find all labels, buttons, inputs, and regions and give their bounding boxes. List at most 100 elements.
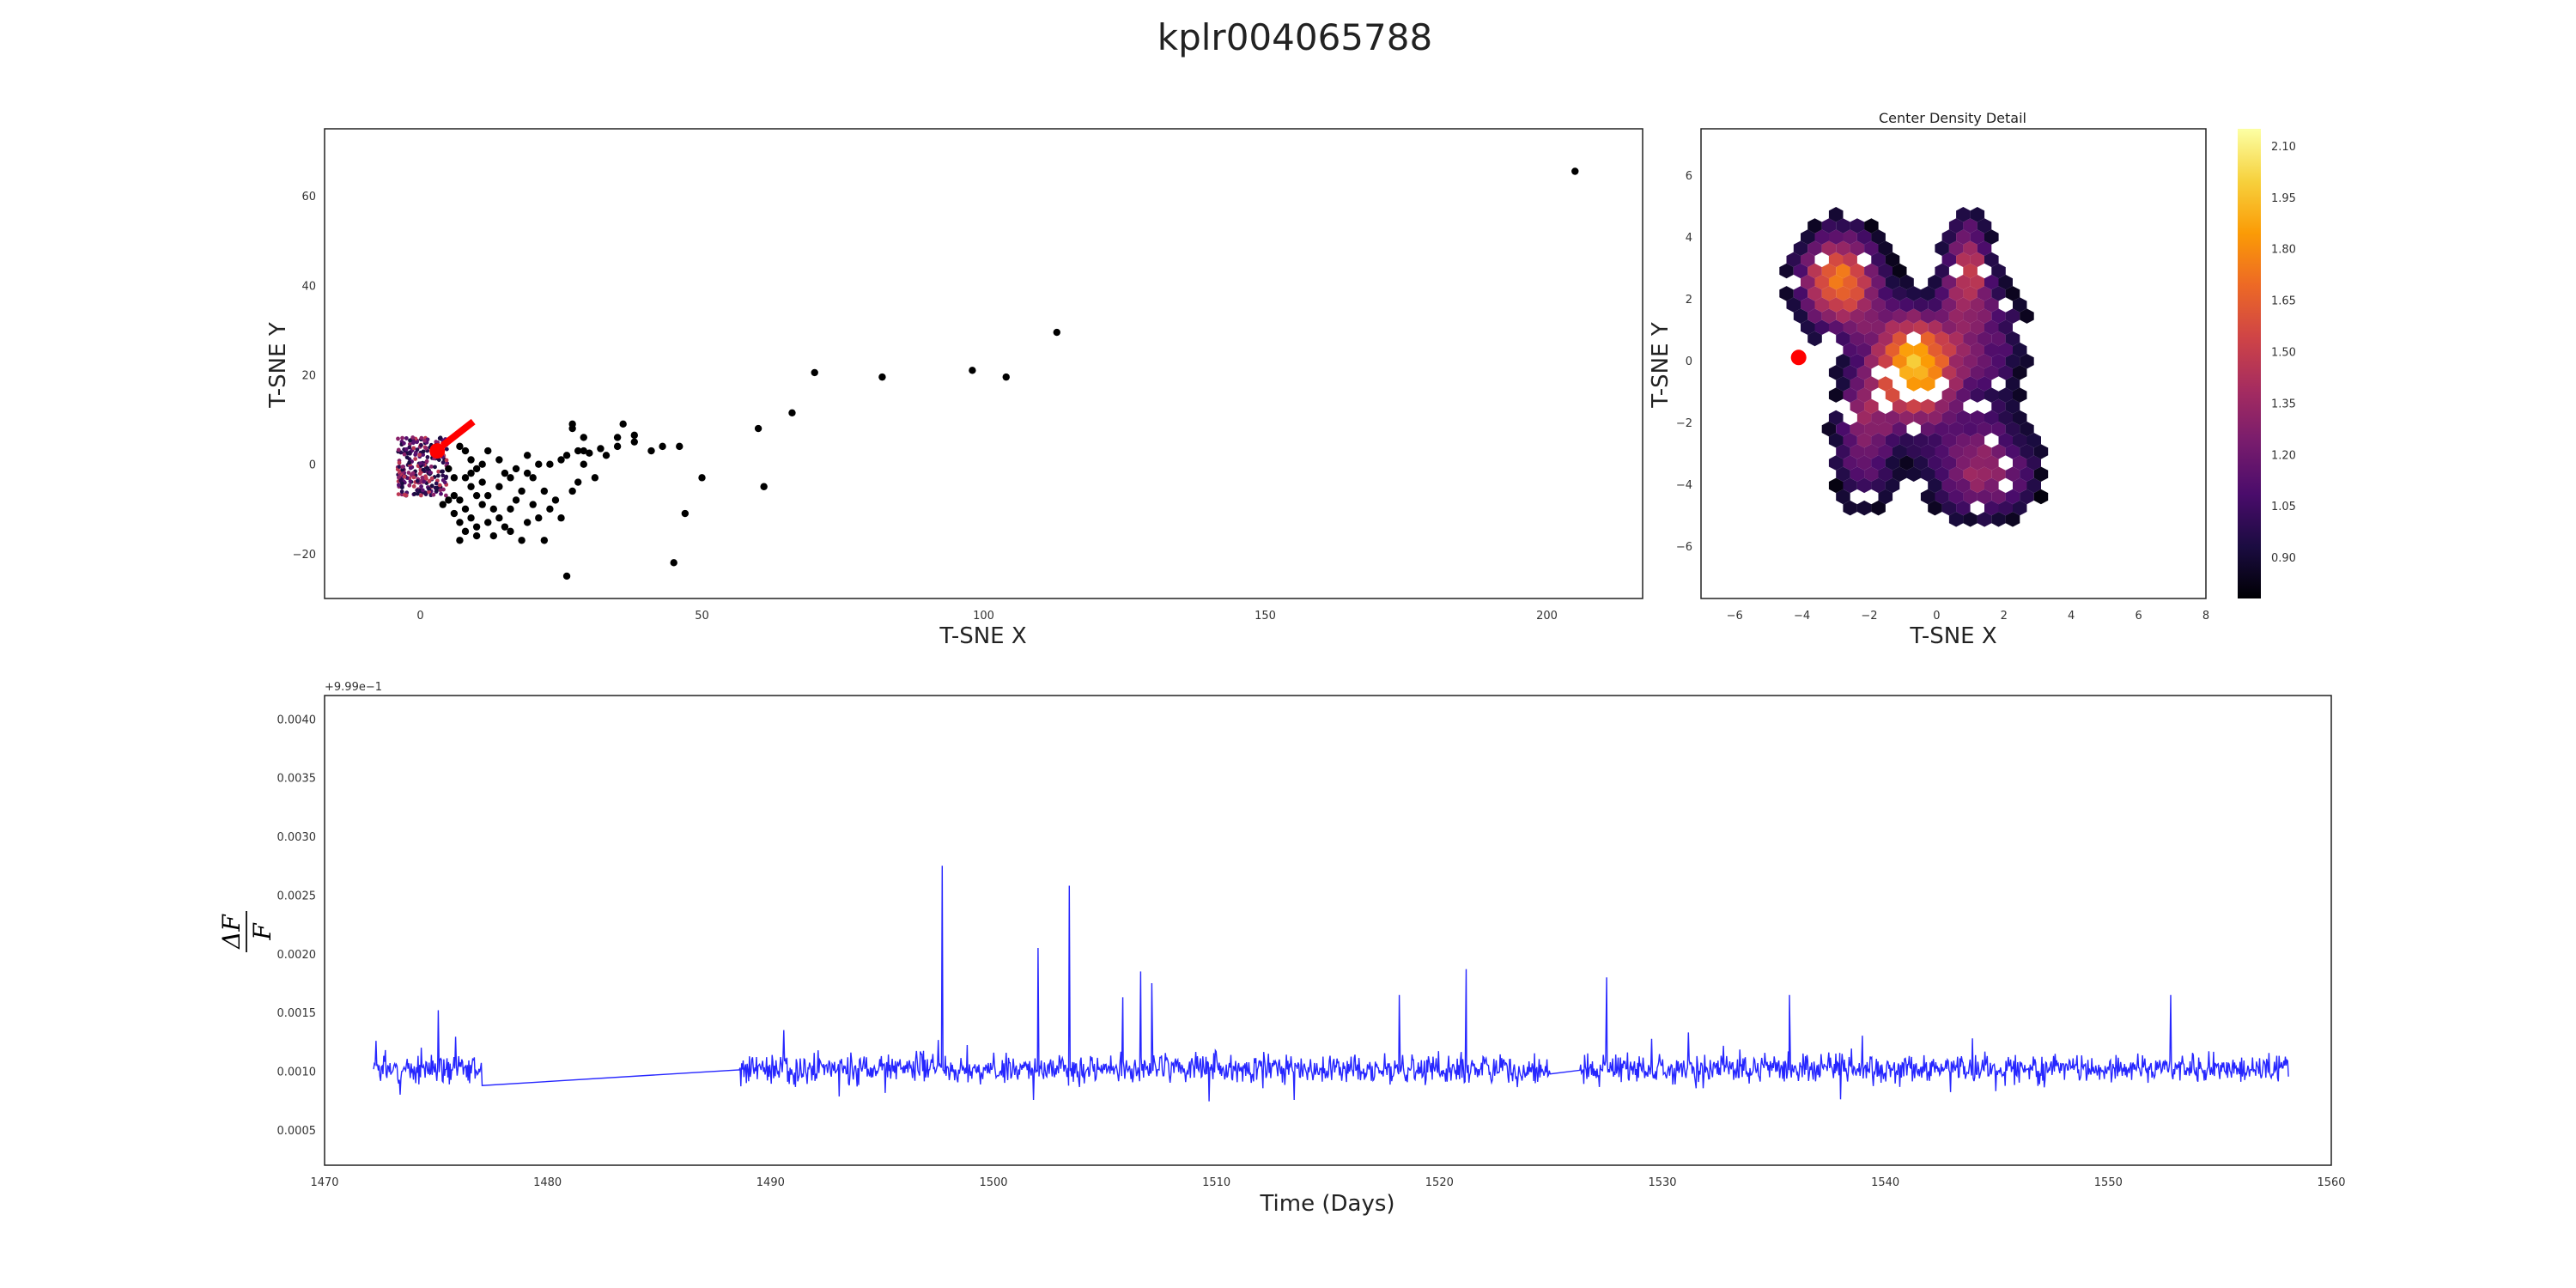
- y-tick-label: 20: [301, 370, 316, 383]
- hexbin-cell: [1893, 421, 1907, 437]
- cluster-point: [443, 493, 448, 498]
- cluster-point: [421, 467, 426, 472]
- hexbin-cell: [1828, 274, 1844, 290]
- colorbar-tick-label: 2.10: [2271, 141, 2296, 154]
- hexbin-cell: [1920, 286, 1935, 301]
- hexbin-cell: [1899, 433, 1914, 448]
- hexbin-cell: [1864, 218, 1879, 234]
- cluster-point: [437, 436, 442, 440]
- hexbin-cell: [2013, 477, 2027, 494]
- hexbin-cell: [1928, 297, 1942, 313]
- y-tick-label: 0.0030: [277, 831, 317, 844]
- hexbin-cell: [1963, 263, 1978, 279]
- hexbin-cell: [1963, 308, 1978, 324]
- cluster-point: [419, 443, 423, 447]
- hexbin-cell: [1893, 286, 1907, 301]
- scatter-point: [613, 442, 622, 451]
- hexbin-cell: [1948, 218, 1964, 234]
- scatter-point: [529, 501, 537, 508]
- hexbin-cell: [1801, 319, 1815, 335]
- scatter-point: [507, 474, 514, 482]
- hexbin-cell: [1913, 433, 1929, 448]
- hexbin-cell: [1856, 500, 1872, 516]
- cluster-point: [415, 440, 419, 445]
- hexbin-cell: [1963, 218, 1978, 234]
- hexbin-cell: [1963, 466, 1978, 482]
- hexbin-cell: [1856, 410, 1872, 426]
- hexbin-cell: [1878, 354, 1893, 369]
- scatter-point: [597, 445, 605, 453]
- scatter-point: [501, 523, 509, 531]
- cluster-point: [443, 476, 448, 481]
- hexbin-cell: [1906, 398, 1921, 415]
- hexbin-cell: [1941, 252, 1957, 268]
- x-tick-label: 8: [2202, 610, 2209, 623]
- x-tick-label: 100: [973, 610, 994, 623]
- hexbin-cell: [2020, 421, 2034, 437]
- cluster-point: [435, 473, 440, 478]
- hexbin-cell: [1864, 466, 1879, 482]
- scatter-point: [619, 420, 627, 428]
- cluster-point: [436, 469, 441, 474]
- scatter-point: [495, 514, 503, 522]
- hexbin-cell: [1878, 263, 1893, 279]
- hexbin-cell: [1956, 365, 1971, 380]
- hexbin-cell: [1843, 252, 1857, 268]
- hexbin-cell: [1856, 319, 1872, 335]
- cluster-point: [402, 452, 407, 457]
- hexbin-cell: [1836, 421, 1850, 437]
- scatter-point: [647, 447, 655, 455]
- hexbin-cell: [1871, 410, 1886, 426]
- hexbin-cell: [1977, 331, 1992, 347]
- cluster-point: [417, 471, 422, 477]
- scatter-point: [495, 483, 503, 490]
- hexbin-cell: [1864, 286, 1879, 301]
- cluster-point: [399, 489, 404, 494]
- hexbin-cell: [1935, 444, 1949, 459]
- hexbin-cell: [1856, 342, 1872, 358]
- hexbin-cell: [1807, 218, 1822, 234]
- hexbin-cell: [1850, 218, 1865, 234]
- hexbin-cell: [1899, 365, 1914, 380]
- scatter-point: [535, 460, 543, 468]
- cluster-point: [410, 435, 416, 440]
- hexbin-cell: [1956, 297, 1971, 313]
- hexbin-cell: [1963, 489, 1978, 505]
- colorbar-tick-label: 1.05: [2271, 501, 2296, 513]
- scatter-point: [445, 465, 453, 473]
- cluster-point: [407, 445, 412, 450]
- scatter-point: [591, 474, 599, 482]
- scatter-point: [478, 478, 486, 486]
- cluster-point: [401, 440, 406, 446]
- tsne-scatter-ylabel: T-SNE Y: [265, 322, 291, 409]
- scatter-point: [484, 491, 492, 500]
- hexbin-cell: [1941, 500, 1957, 516]
- cluster-point: [422, 479, 427, 484]
- hexbin-cell: [1850, 421, 1865, 437]
- hexbin-cell: [1856, 477, 1872, 494]
- y-tick-label: 2: [1686, 294, 1692, 307]
- hexbin-cell: [1836, 331, 1850, 347]
- hexbin-cell: [2005, 466, 2020, 482]
- hexbin-cell: [2020, 308, 2034, 324]
- hexbin-cell: [1941, 297, 1957, 313]
- x-tick-label: 150: [1255, 610, 1276, 623]
- hexbin-cell: [1913, 365, 1929, 380]
- hexbin-cell: [1871, 297, 1886, 313]
- hexbin-cell: [1871, 229, 1886, 245]
- cluster-point: [437, 483, 442, 488]
- hexbin-cell: [1864, 240, 1879, 256]
- cluster-point: [396, 447, 401, 453]
- scatter-point: [754, 424, 762, 433]
- highlight-point: [1790, 349, 1807, 366]
- scatter-point: [450, 509, 459, 518]
- x-tick-label: 0: [416, 610, 423, 623]
- hexbin-cell: [1814, 319, 1829, 335]
- density-hexbins: [1779, 207, 2049, 527]
- hexbin-cell: [1801, 229, 1815, 245]
- scatter-point: [478, 460, 486, 468]
- scatter-point: [557, 514, 565, 522]
- hexbin-cell: [1836, 286, 1850, 301]
- cluster-point: [400, 465, 405, 470]
- hexbin-cell: [1984, 477, 1999, 494]
